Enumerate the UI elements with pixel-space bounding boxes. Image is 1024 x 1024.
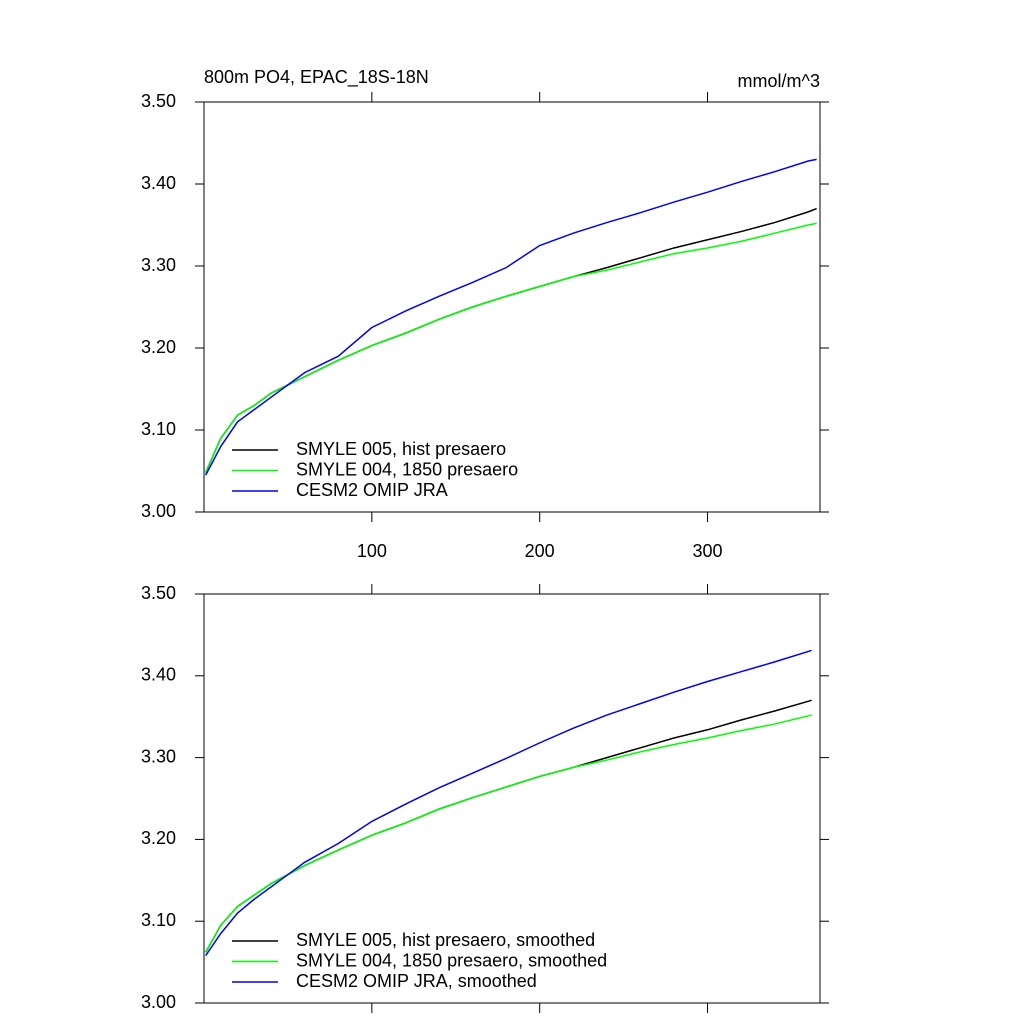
y-tick-label: 3.10 <box>141 419 176 439</box>
y-tick-label: 3.30 <box>141 746 176 766</box>
plot-frame <box>203 593 821 1004</box>
series-line <box>204 222 817 473</box>
y-tick-label: 3.00 <box>141 992 176 1012</box>
series-line <box>204 207 817 473</box>
x-tick-label: 100 <box>357 541 387 561</box>
chart-title: 800m PO4, EPAC_18S-18N <box>204 67 429 88</box>
series-line <box>205 158 817 476</box>
legend-label: SMYLE 005, hist presaero, smoothed <box>296 930 595 950</box>
legend-label: SMYLE 004, 1850 presaero, smoothed <box>296 950 607 970</box>
y-tick-label: 3.40 <box>141 665 176 685</box>
legend-label: SMYLE 004, 1850 presaero <box>296 459 518 479</box>
y-tick-label: 3.30 <box>141 255 176 275</box>
x-tick-label: 200 <box>525 541 555 561</box>
y-tick-label: 3.50 <box>141 583 176 603</box>
legend-label: CESM2 OMIP JRA, smoothed <box>296 971 537 991</box>
y-tick-label: 3.00 <box>141 501 176 521</box>
series-line <box>205 649 812 956</box>
series-line <box>205 699 812 953</box>
y-tick-label: 3.20 <box>141 828 176 848</box>
x-tick-label: 300 <box>693 541 723 561</box>
y-tick-label: 3.50 <box>141 91 176 111</box>
series-line <box>205 714 812 953</box>
legend-label: CESM2 OMIP JRA <box>296 480 448 500</box>
plot-frame <box>203 101 821 513</box>
y-tick-label: 3.20 <box>141 337 176 357</box>
y-tick-label: 3.40 <box>141 173 176 193</box>
units-label: mmol/m^3 <box>738 71 820 91</box>
y-tick-label: 3.10 <box>141 910 176 930</box>
legend-label: SMYLE 005, hist presaero <box>296 439 506 459</box>
